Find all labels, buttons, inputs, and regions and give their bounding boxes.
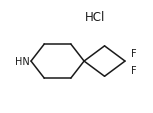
Text: F: F bbox=[131, 65, 137, 75]
Text: HCl: HCl bbox=[84, 10, 105, 23]
Text: HN: HN bbox=[15, 57, 30, 66]
Text: F: F bbox=[131, 48, 137, 58]
